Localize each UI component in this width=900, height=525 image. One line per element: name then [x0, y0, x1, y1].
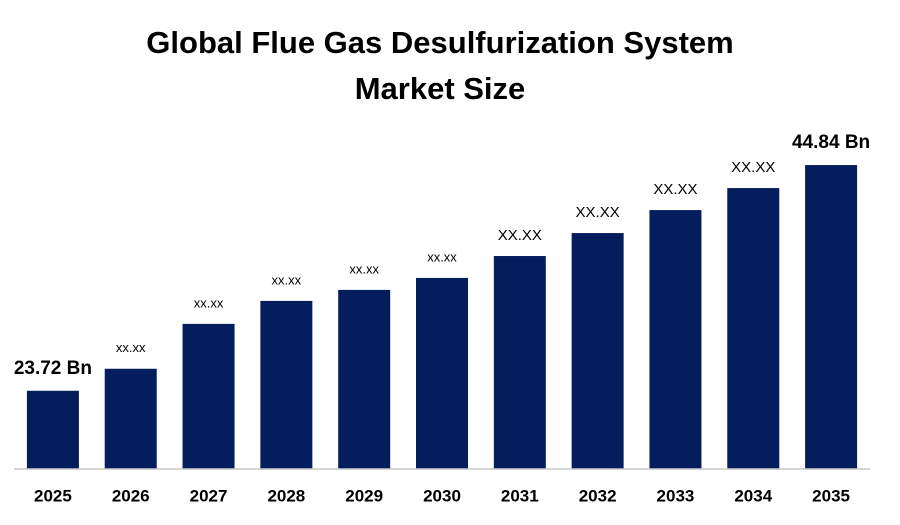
value-label: XX.XX [498, 227, 542, 244]
x-tick-label: 2029 [345, 486, 383, 505]
value-label: XX.XX [576, 204, 620, 221]
x-tick-label: 2027 [190, 486, 228, 505]
value-label: 23.72 Bn [14, 358, 92, 379]
bar [493, 256, 546, 469]
x-tick-label: 2028 [267, 486, 305, 505]
value-label: xx.xx [194, 295, 224, 310]
value-label: XX.XX [731, 159, 775, 176]
value-label: xx.xx [116, 340, 146, 355]
value-label: XX.XX [653, 181, 697, 198]
bar [104, 368, 157, 469]
x-tick-label: 2031 [501, 486, 539, 505]
x-tick-label: 2035 [812, 486, 850, 505]
x-tick-label: 2026 [112, 486, 150, 505]
chart-title: Global Flue Gas Desulfurization System M… [146, 25, 734, 106]
x-tick-label: 2032 [579, 486, 617, 505]
value-label: 44.84 Bn [792, 132, 870, 153]
bar [416, 277, 468, 469]
bar [571, 233, 624, 469]
bar [338, 289, 391, 469]
bar [182, 323, 235, 469]
value-label: xx.xx [427, 249, 457, 264]
value-label: xx.xx [349, 261, 379, 276]
bar [727, 188, 780, 469]
bar [805, 165, 858, 470]
x-tick-label: 2033 [657, 486, 695, 505]
x-tick-label: 2025 [34, 486, 72, 505]
bar [26, 390, 79, 469]
x-tick-label: 2030 [423, 486, 461, 505]
x-tick-label: 2034 [734, 486, 772, 505]
value-label: xx.xx [272, 272, 302, 287]
bar [649, 210, 702, 469]
bar [260, 300, 313, 469]
